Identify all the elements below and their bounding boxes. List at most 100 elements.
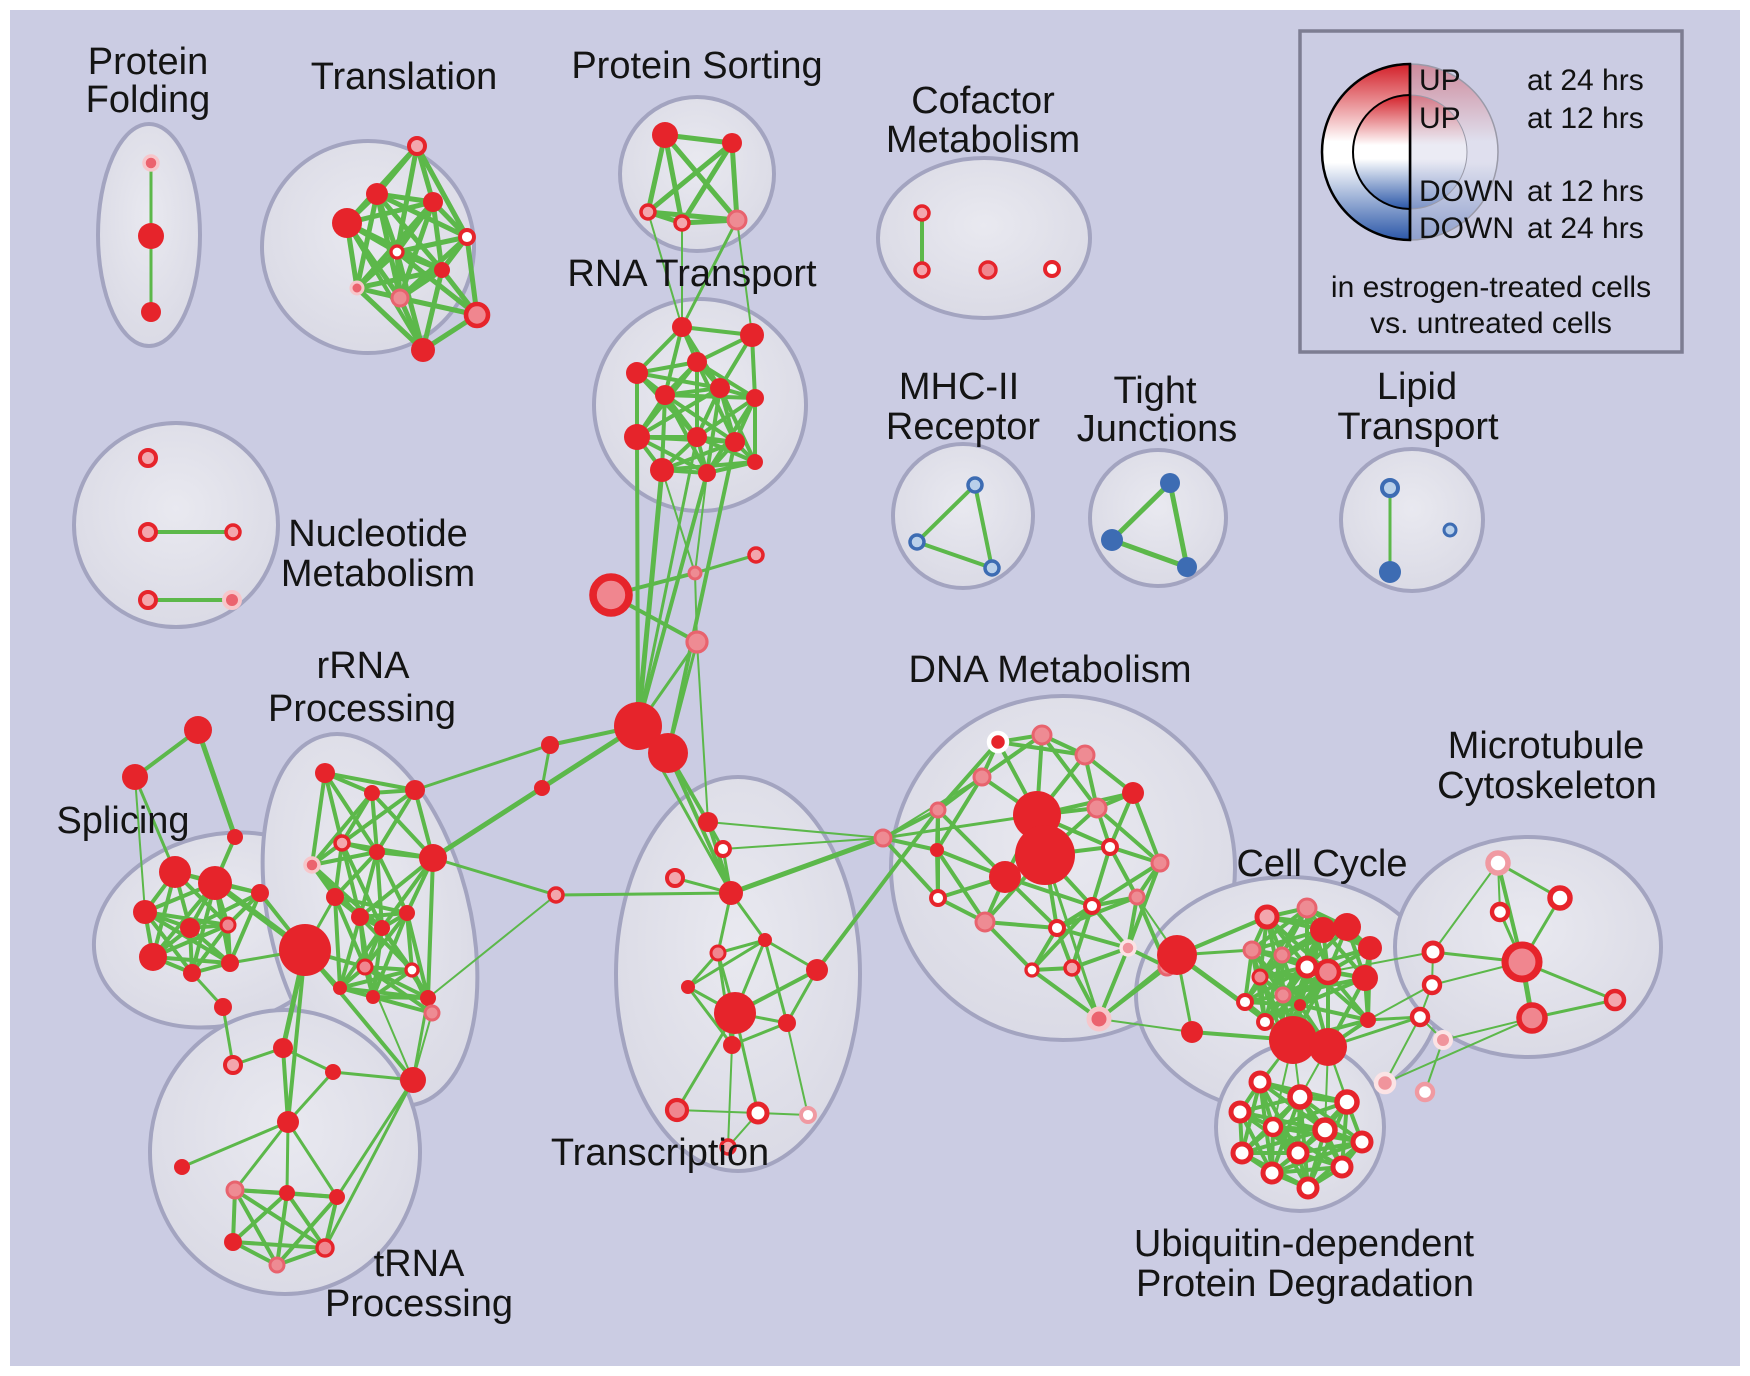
network-node-s3[interactable]	[227, 829, 243, 845]
network-node-m2[interactable]	[908, 533, 926, 551]
network-node-d11[interactable]	[989, 861, 1021, 893]
network-node-cf2[interactable]	[913, 261, 931, 279]
network-node-sp9[interactable]	[251, 884, 269, 902]
network-node-d7[interactable]	[1122, 782, 1144, 804]
network-node-d19[interactable]	[1063, 959, 1081, 977]
network-node-tr0[interactable]	[214, 998, 232, 1016]
network-node-u4[interactable]	[1228, 1100, 1252, 1124]
network-node-dh2[interactable]	[1015, 825, 1075, 885]
network-node-l1[interactable]	[1380, 478, 1400, 498]
network-node-ps1[interactable]	[652, 122, 678, 148]
network-node-tj1[interactable]	[1160, 473, 1180, 493]
network-node-t9[interactable]	[390, 288, 410, 308]
network-node-t3[interactable]	[423, 192, 443, 212]
network-node-d15[interactable]	[974, 911, 996, 933]
network-node-m3[interactable]	[983, 559, 1001, 577]
network-node-n2[interactable]	[138, 522, 158, 542]
network-node-mt6[interactable]	[1603, 988, 1627, 1012]
network-node-r14[interactable]	[366, 990, 380, 1004]
network-node-t5[interactable]	[458, 228, 476, 246]
network-node-rt13[interactable]	[747, 454, 763, 470]
network-node-x7[interactable]	[709, 944, 727, 962]
network-node-t8[interactable]	[349, 280, 365, 296]
network-node-s1[interactable]	[184, 716, 212, 744]
network-node-cc13[interactable]	[1251, 968, 1269, 986]
network-node-tr1[interactable]	[273, 1038, 293, 1058]
network-node-c1[interactable]	[747, 546, 765, 564]
network-node-sp6[interactable]	[139, 943, 167, 971]
network-node-sp2[interactable]	[198, 866, 232, 900]
network-node-t1[interactable]	[407, 136, 427, 156]
network-node-mt1[interactable]	[1485, 850, 1511, 876]
network-node-tj2[interactable]	[1101, 529, 1123, 551]
network-node-r8[interactable]	[351, 908, 369, 926]
network-node-rt4[interactable]	[626, 362, 648, 384]
network-node-u9[interactable]	[1286, 1141, 1310, 1165]
network-node-cc21[interactable]	[1421, 974, 1443, 996]
network-node-sp1[interactable]	[159, 856, 191, 888]
network-node-c6[interactable]	[648, 733, 688, 773]
network-node-ps4[interactable]	[673, 214, 691, 232]
network-node-d9[interactable]	[930, 843, 944, 857]
network-node-ps2[interactable]	[722, 133, 742, 153]
network-node-x4[interactable]	[719, 881, 743, 905]
network-node-n1[interactable]	[138, 448, 158, 468]
network-node-x1[interactable]	[698, 812, 718, 832]
network-node-rt3[interactable]	[687, 352, 707, 372]
network-node-d20[interactable]	[1024, 962, 1040, 978]
network-node-u3[interactable]	[1334, 1089, 1360, 1115]
network-node-rh[interactable]	[419, 844, 447, 872]
network-node-tr11[interactable]	[268, 1256, 286, 1274]
network-node-c5[interactable]	[614, 702, 662, 750]
network-node-u2[interactable]	[1287, 1084, 1313, 1110]
network-node-sp4[interactable]	[180, 918, 200, 938]
network-node-mt5[interactable]	[1516, 1002, 1548, 1034]
network-node-cc3[interactable]	[1254, 904, 1280, 930]
network-node-x3[interactable]	[665, 868, 685, 888]
network-node-mt4[interactable]	[1501, 941, 1543, 983]
network-node-x5[interactable]	[547, 886, 565, 904]
network-node-tr6[interactable]	[225, 1180, 245, 1200]
network-node-n3[interactable]	[224, 523, 242, 541]
network-node-u12[interactable]	[1296, 1176, 1320, 1200]
network-node-tr8[interactable]	[329, 1189, 345, 1205]
network-node-cc11[interactable]	[1295, 955, 1319, 979]
network-node-tj3[interactable]	[1177, 557, 1197, 577]
network-node-u11[interactable]	[1330, 1155, 1354, 1179]
network-node-cc8[interactable]	[1352, 965, 1378, 991]
network-node-cc5[interactable]	[1310, 917, 1336, 943]
network-node-d18[interactable]	[1119, 939, 1137, 957]
network-node-r13[interactable]	[333, 981, 347, 995]
network-node-d13[interactable]	[1128, 888, 1146, 906]
network-node-u5[interactable]	[1262, 1116, 1284, 1138]
network-node-ps5[interactable]	[726, 209, 748, 231]
network-node-r5[interactable]	[369, 844, 385, 860]
network-node-pf3[interactable]	[141, 302, 161, 322]
network-node-rt10[interactable]	[725, 432, 745, 452]
network-node-rt8[interactable]	[624, 424, 650, 450]
network-node-d2[interactable]	[1031, 724, 1053, 746]
network-node-d17[interactable]	[1048, 919, 1066, 937]
network-node-trp[interactable]	[223, 1055, 243, 1075]
network-node-tr9[interactable]	[224, 1233, 242, 1251]
network-node-r15[interactable]	[420, 990, 436, 1006]
network-node-rt6[interactable]	[655, 385, 675, 405]
network-node-d4[interactable]	[972, 767, 992, 787]
network-node-r9[interactable]	[374, 920, 390, 936]
network-node-d6[interactable]	[873, 828, 893, 848]
network-node-d5[interactable]	[929, 801, 947, 819]
network-node-cc17[interactable]	[1256, 1013, 1274, 1031]
network-node-c7[interactable]	[541, 736, 559, 754]
network-node-r16[interactable]	[423, 1004, 441, 1022]
network-node-x8[interactable]	[681, 980, 695, 994]
network-node-u7[interactable]	[1350, 1130, 1374, 1154]
network-node-cc12[interactable]	[1314, 958, 1342, 986]
network-node-cc4[interactable]	[1296, 897, 1318, 919]
network-node-c4[interactable]	[685, 630, 709, 654]
network-node-cc2[interactable]	[1181, 1021, 1203, 1043]
network-node-d1[interactable]	[986, 730, 1010, 754]
network-node-tr2[interactable]	[325, 1064, 341, 1080]
network-node-t2[interactable]	[366, 183, 388, 205]
network-node-ps3[interactable]	[639, 203, 657, 221]
network-node-rt11[interactable]	[650, 458, 674, 482]
